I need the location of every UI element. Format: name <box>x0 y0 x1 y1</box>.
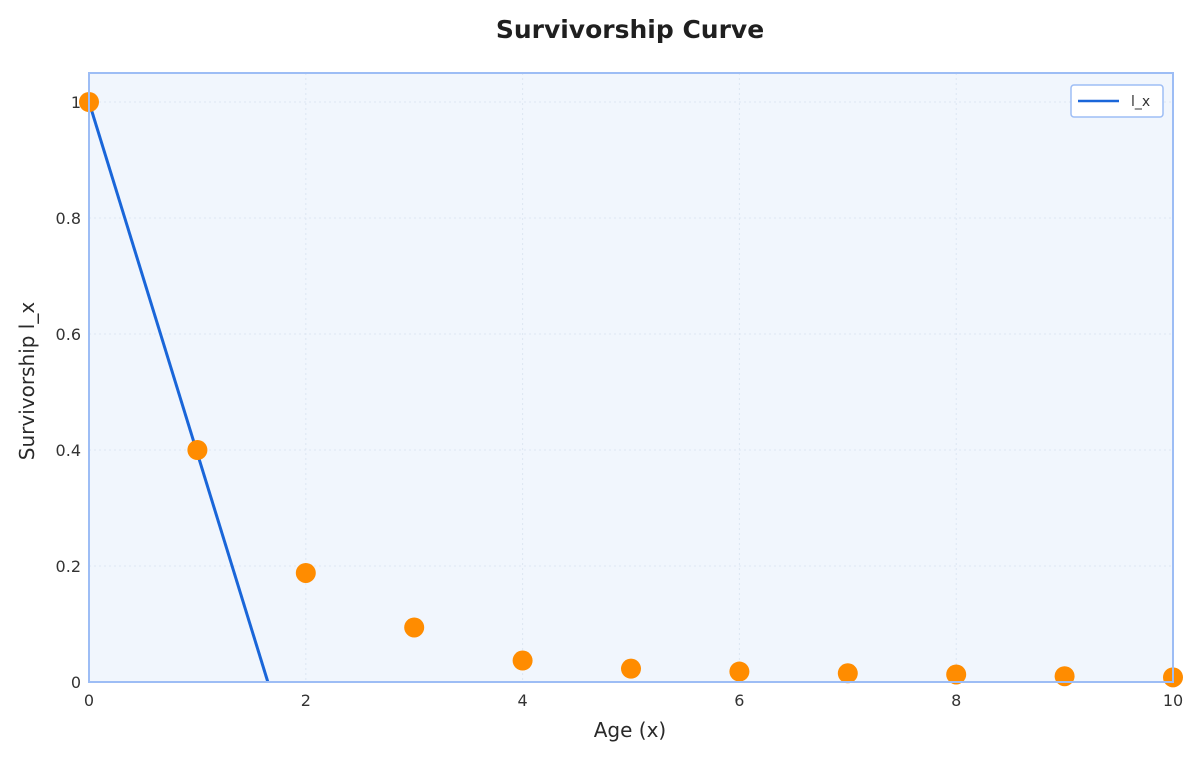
data-point <box>837 663 858 684</box>
x-tick-label: 4 <box>518 691 528 710</box>
y-tick-label: 0.8 <box>56 209 81 228</box>
y-axis-ticks: 0 0.2 0.4 0.6 0.8 1 <box>56 93 81 692</box>
data-point <box>187 440 208 460</box>
series-layer <box>79 92 1183 688</box>
x-tick-label: 2 <box>301 691 311 710</box>
y-tick-label: 0.4 <box>56 441 81 460</box>
plot-area <box>89 73 1173 682</box>
x-tick-label: 8 <box>951 691 961 710</box>
y-tick-label: 0 <box>71 673 81 692</box>
x-tick-label: 0 <box>84 691 94 710</box>
legend-label-lx: l_x <box>1131 94 1150 110</box>
data-point <box>729 661 750 682</box>
data-point <box>621 658 641 679</box>
data-point <box>512 650 533 671</box>
x-axis-ticks: 0 2 4 6 8 10 <box>84 691 1183 710</box>
data-point <box>295 562 316 583</box>
y-tick-label: 0.6 <box>56 325 81 344</box>
y-tick-label: 1 <box>71 93 81 112</box>
chart-title: Survivorship Curve <box>496 15 764 44</box>
x-tick-label: 10 <box>1163 691 1183 710</box>
legend: l_x <box>1070 84 1164 118</box>
x-tick-label: 6 <box>734 691 744 710</box>
y-tick-label: 0.2 <box>56 557 81 576</box>
x-axis-label: Age (x) <box>594 718 666 742</box>
data-point <box>946 664 967 685</box>
data-point <box>404 617 425 638</box>
data-point <box>1054 666 1075 687</box>
y-axis-label: Survivorship l_x <box>15 302 39 461</box>
plot-border <box>88 72 1174 683</box>
series-line-lx <box>87 101 270 683</box>
